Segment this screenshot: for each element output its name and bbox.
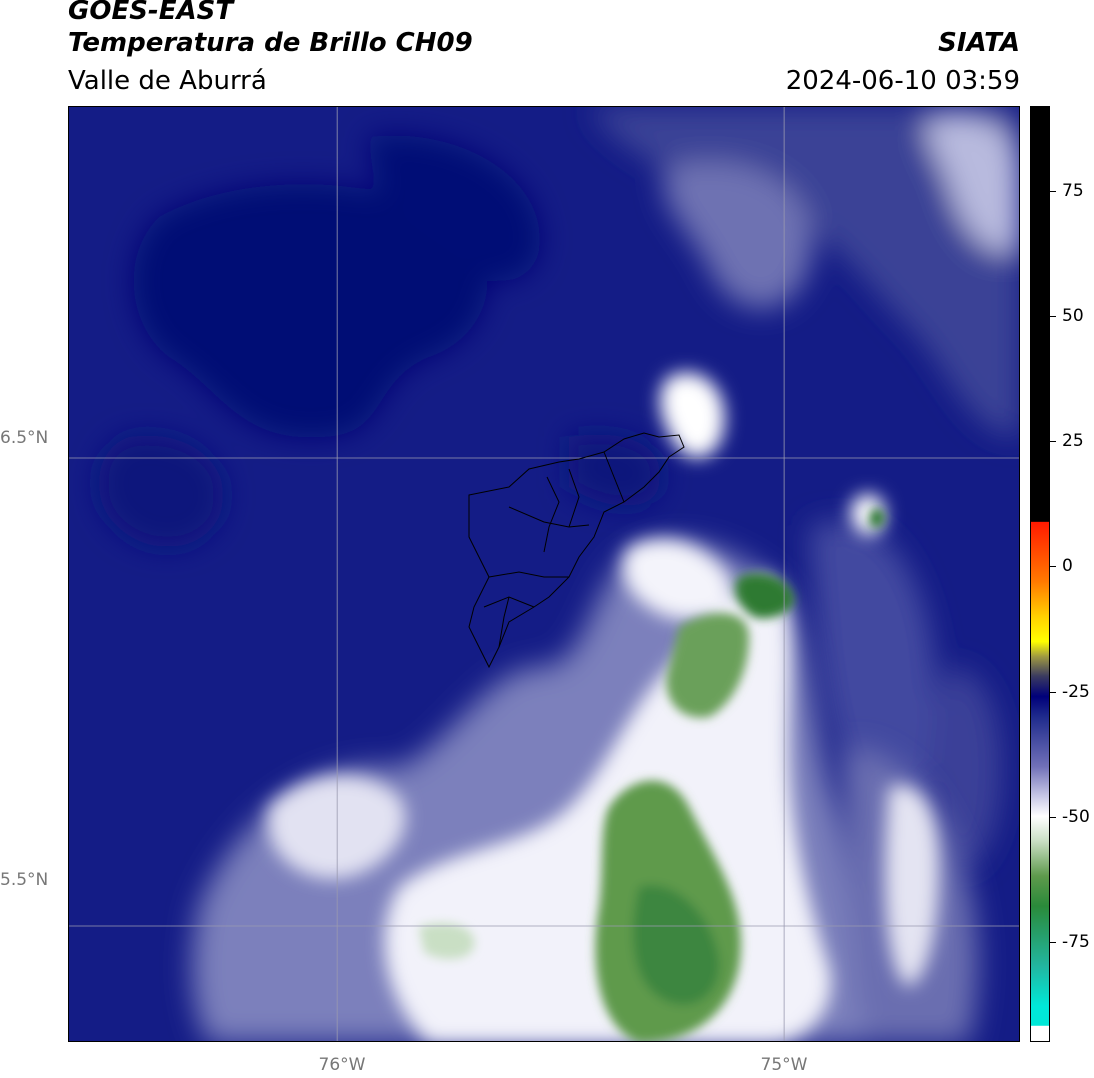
chart-subtitle: Temperatura de Brillo CH09	[68, 28, 473, 58]
colorbar-tick-label: 50	[1062, 306, 1084, 327]
deep-cold-blob-nw	[133, 184, 488, 438]
colorbar-tick	[1050, 941, 1056, 943]
brand-label: SIATA	[938, 28, 1020, 58]
white-patch-east	[885, 785, 939, 987]
chart-title: GOES-EAST	[68, 0, 234, 26]
colorbar-tick	[1050, 191, 1056, 193]
cool-region-ne	[589, 107, 1019, 437]
municipal-border-7	[603, 451, 625, 503]
white-patch-sw	[267, 775, 406, 879]
cool-band-east	[809, 521, 936, 827]
colorbar-tick-label: 25	[1062, 431, 1084, 452]
green-cell-east	[869, 508, 885, 528]
municipal-border-6	[508, 506, 590, 528]
colorbar-tick	[1050, 691, 1056, 693]
green-core-south-inner	[633, 885, 720, 1005]
cool-region-layer	[589, 107, 1019, 868]
aburra-valley-outline	[468, 432, 685, 669]
green-core-upper	[666, 613, 749, 718]
municipal-border-2	[568, 468, 580, 528]
cool-top-ne	[926, 114, 1019, 253]
municipal-border-1	[543, 476, 560, 553]
municipal-border-5	[498, 596, 510, 648]
cold-blob-center	[569, 434, 661, 506]
lat-label-5-5n: 5.5°N	[0, 870, 49, 890]
white-cell-mid	[622, 538, 731, 620]
municipality-outlines	[468, 432, 685, 669]
green-tint-patch-sw	[419, 923, 475, 959]
gridlines	[69, 107, 1019, 1041]
lon-label-76w: 76°W	[318, 1055, 366, 1075]
deep-cold-blob-n	[369, 135, 541, 282]
colorbar-tick-label: -25	[1062, 681, 1090, 702]
cold-core-layer	[419, 508, 885, 1041]
colorbar-tick	[1050, 316, 1056, 318]
municipal-border-3	[488, 571, 569, 578]
timestamp-label: 2024-06-10 03:59	[785, 66, 1020, 96]
lon-label-75w: 75°W	[760, 1055, 808, 1075]
region-label: Valle de Aburrá	[68, 66, 267, 96]
cool-band-east-2	[928, 667, 1002, 868]
brightness-temperature-map	[69, 107, 1019, 1041]
colorbar-tick	[1050, 566, 1056, 568]
white-cell-north	[659, 372, 725, 458]
colorbar-tick-label: -50	[1062, 806, 1090, 827]
colorbar-tick	[1050, 441, 1056, 443]
colorbar-tick-label: 75	[1062, 181, 1084, 202]
colorbar	[1030, 106, 1050, 1042]
colorbar-tick-label: -75	[1062, 931, 1090, 952]
colorbar-tick-label: 0	[1062, 556, 1073, 577]
cold-blob-west	[98, 435, 224, 547]
cold-region-layer	[98, 135, 661, 547]
map-frame	[68, 106, 1020, 1042]
lat-label-6-5n: 6.5°N	[0, 428, 49, 448]
green-core-center	[734, 573, 795, 619]
cool-top-n	[663, 161, 813, 309]
colorbar-tick	[1050, 816, 1056, 818]
